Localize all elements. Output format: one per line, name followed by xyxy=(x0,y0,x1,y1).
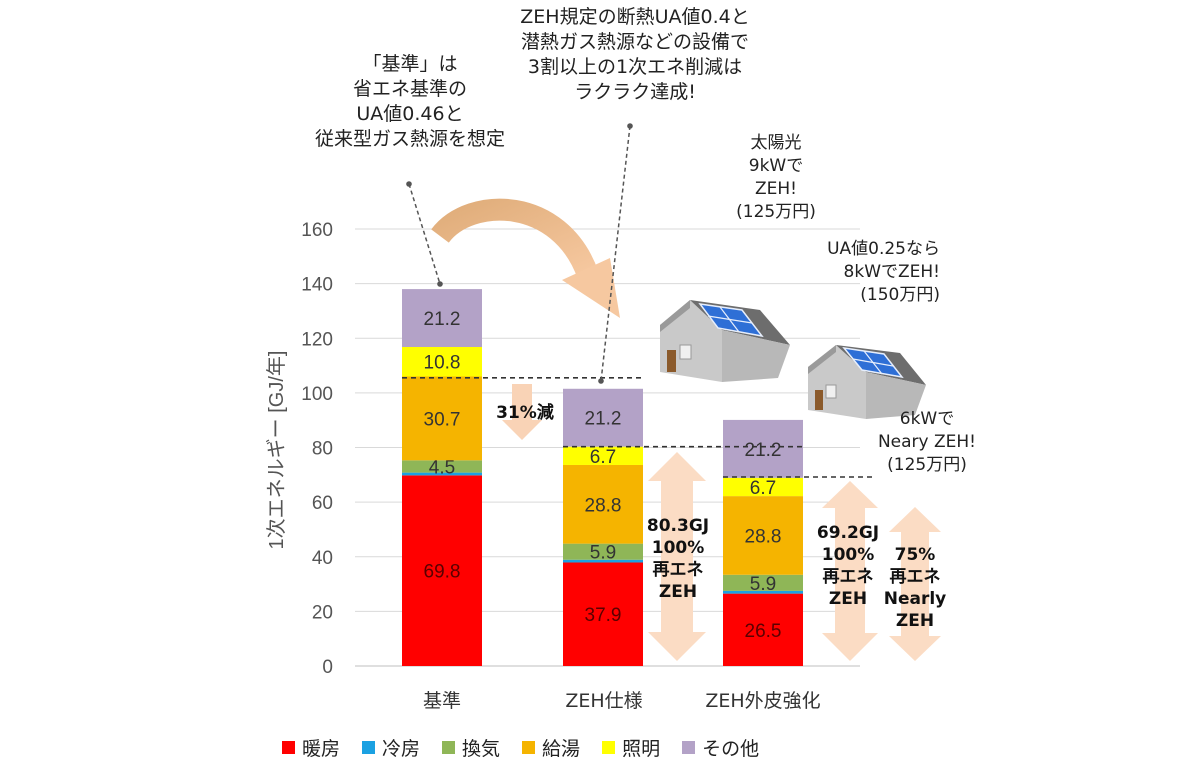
zeh-arrow-label: 80.3GJ 100% 再エネ ZEH xyxy=(646,516,710,602)
bar-segment xyxy=(563,464,643,544)
solar-6kw-note: 6kWで Neary ZEH! (125万円) xyxy=(877,409,977,475)
nearly-range-arrow xyxy=(889,507,941,661)
data-label: 4.5 xyxy=(429,457,455,478)
y-tick-label: 0 xyxy=(322,657,333,678)
bar-segment xyxy=(402,472,482,476)
legend-swatch xyxy=(522,741,536,754)
kijun-note: 「基準」は 省エネ基準の UA値0.46と 従来型ガス熱源を想定 xyxy=(314,53,505,150)
y-axis-ticks: 0 20 40 60 80 100 120 140 160 xyxy=(301,220,333,678)
bar-segment xyxy=(402,289,482,347)
bar-segment xyxy=(563,562,643,666)
bar-segment xyxy=(563,446,643,465)
bar-segment xyxy=(723,590,803,594)
bar-segment xyxy=(402,346,482,377)
legend-label: 照明 xyxy=(622,738,661,760)
bar-segment xyxy=(402,376,482,461)
legend-label: 給湯 xyxy=(542,738,581,760)
legend-swatch xyxy=(282,741,295,754)
bar-stacks: 69.8 4.5 30.7 10.8 21.2 37.9 5.9 28.8 6.7 21.2 26.… xyxy=(402,289,803,666)
y-tick-label: 100 xyxy=(301,384,333,405)
legend-item: 換気 xyxy=(442,734,500,761)
legend-swatch xyxy=(442,741,456,754)
transition-arrow xyxy=(431,198,620,318)
y-tick-label: 160 xyxy=(301,220,333,241)
reference-lines xyxy=(402,377,873,478)
solar-8kw-note: UA値0.25なら 8kWでZEH! (150万円) xyxy=(827,239,940,305)
bar-segment xyxy=(402,460,482,473)
bar-segment xyxy=(723,593,803,666)
data-label: 5.9 xyxy=(590,543,616,564)
category-label: ZEH仕様 xyxy=(565,690,643,712)
strong-range-arrow xyxy=(822,481,878,661)
bar-segment xyxy=(723,419,803,478)
zeh-range-arrow xyxy=(648,452,706,661)
bar-segment xyxy=(402,475,482,666)
legend-item: その他 xyxy=(682,734,759,761)
data-label: 6.7 xyxy=(750,478,776,499)
nearly-arrow-label: 75% 再エネ Nearly ZEH xyxy=(883,545,947,631)
legend-swatch xyxy=(602,741,616,754)
y-axis-title: 1次エネルギー [GJ/年] xyxy=(265,351,288,550)
data-label: 26.5 xyxy=(745,621,782,642)
y-tick-label: 60 xyxy=(312,493,333,514)
category-label: ZEH外皮強化 xyxy=(705,690,821,712)
chart-legend: 暖房 冷房 換気 給湯 照明 その他 xyxy=(282,734,759,761)
legend-item: 照明 xyxy=(602,734,660,761)
data-label: 21.2 xyxy=(745,440,782,461)
pointer-dots xyxy=(406,123,633,384)
bar-segment xyxy=(563,559,643,563)
zeh-note: ZEH規定の断熱UA値0.4と 潜熱ガス熱源などの設備で 3割以上の1次エネ削減… xyxy=(520,6,750,103)
legend-label: その他 xyxy=(702,738,760,760)
data-label: 28.8 xyxy=(745,526,782,547)
data-label: 6.7 xyxy=(590,447,616,468)
legend-swatch xyxy=(682,741,696,754)
bar-segment xyxy=(563,543,643,560)
legend-item: 暖房 xyxy=(282,734,340,761)
data-label: 21.2 xyxy=(585,409,622,430)
bar-segment xyxy=(723,477,803,497)
reduction-arrow xyxy=(502,384,542,440)
category-label: 基準 xyxy=(422,690,461,712)
legend-swatch xyxy=(362,741,376,754)
strong-arrow-label: 69.2GJ 100% 再エネ ZEH xyxy=(816,523,880,609)
solar-9kw-note: 太陽光 9kWで ZEH! (125万円) xyxy=(736,133,816,222)
data-label: 10.8 xyxy=(424,353,461,374)
data-label: 21.2 xyxy=(424,309,461,330)
legend-item: 給湯 xyxy=(522,734,580,761)
y-tick-label: 140 xyxy=(301,275,333,296)
reduction-label: 31%減 xyxy=(496,403,554,423)
y-tick-label: 80 xyxy=(312,439,333,460)
legend-label: 暖房 xyxy=(302,738,341,760)
bar-segment xyxy=(723,496,803,575)
bar-segment xyxy=(723,574,803,591)
bar-segment xyxy=(563,388,643,447)
data-label: 5.9 xyxy=(750,574,776,595)
data-label: 37.9 xyxy=(585,605,622,626)
legend-item: 冷房 xyxy=(362,734,420,761)
legend-label: 冷房 xyxy=(382,738,421,760)
legend-label: 換気 xyxy=(462,738,501,760)
y-tick-label: 120 xyxy=(301,329,333,350)
solar-house-icon xyxy=(808,345,926,419)
data-label: 69.8 xyxy=(424,562,461,583)
solar-house-icon xyxy=(660,300,790,382)
pointer-lines xyxy=(408,125,631,382)
data-label: 28.8 xyxy=(585,495,622,516)
y-tick-label: 40 xyxy=(312,548,333,569)
y-tick-label: 20 xyxy=(312,602,333,623)
data-label: 30.7 xyxy=(424,409,461,430)
